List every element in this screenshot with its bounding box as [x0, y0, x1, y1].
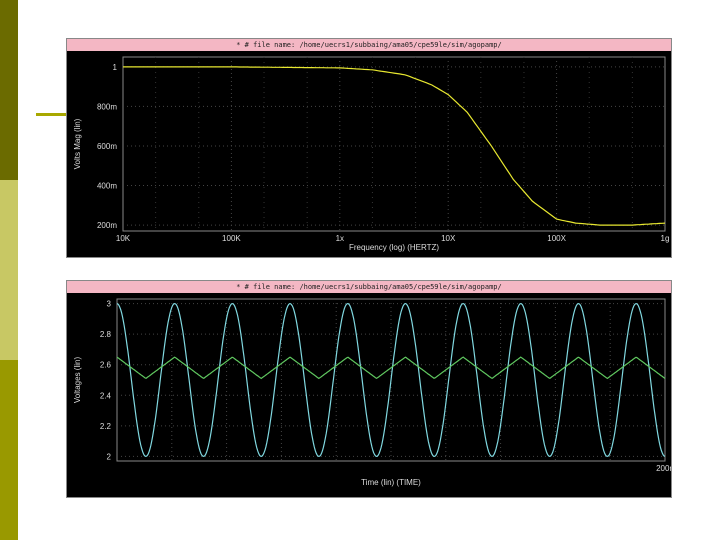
y-axis-label: Volts Mag (lin)	[73, 118, 82, 169]
sidebar-band-light	[0, 180, 18, 360]
y-tick-label: 2	[107, 452, 112, 461]
x-tick-label: 1g	[661, 234, 670, 243]
y-tick-label: 800m	[97, 102, 117, 111]
time-plot-header: * # file name: /home/uecrs1/subbaing/ama…	[67, 281, 671, 293]
frequency-plot-header: * # file name: /home/uecrs1/subbaing/ama…	[67, 39, 671, 51]
x-tick-label: 200n	[656, 464, 671, 473]
series-line-0-0	[123, 66, 666, 226]
x-axis-label: Time (lin) (TIME)	[361, 478, 421, 487]
x-tick-label: 10K	[116, 234, 131, 243]
series-line-1-1	[116, 356, 666, 380]
frequency-plot-svg: 1 800m 600m 400m 200m 10K 100K 1x 10X 100X 1g Frequ…	[73, 56, 670, 252]
series-line-1-0	[116, 302, 666, 458]
y-tick-label: 3	[107, 300, 112, 309]
x-tick-label: 1x	[336, 234, 344, 243]
y-tick-label: 200m	[97, 221, 117, 230]
y-tick-label: 1	[113, 63, 118, 72]
accent-line	[36, 113, 68, 116]
time-plot-panel: * # file name: /home/uecrs1/subbaing/ama…	[66, 280, 672, 498]
time-plot-svg: 3 2.8 2.6 2.4 2.2 2 200n Time (lin) (TIME) Volta…	[73, 298, 671, 487]
sidebar-band-olive	[0, 360, 18, 540]
y-axis-label: Voltages (lin)	[73, 357, 82, 404]
frequency-plot-panel: * # file name: /home/uecrs1/subbaing/ama…	[66, 38, 672, 258]
x-axis-label: Frequency (log) (HERTZ)	[349, 243, 439, 252]
sidebar-band-dark	[0, 0, 18, 180]
y-tick-label: 2.6	[100, 361, 112, 370]
y-tick-label: 2.8	[100, 330, 112, 339]
y-tick-label: 2.4	[100, 391, 112, 400]
plot-frame-0	[122, 56, 666, 232]
y-tick-label: 600m	[97, 142, 117, 151]
y-tick-label: 400m	[97, 182, 117, 191]
x-tick-label: 100K	[222, 234, 241, 243]
x-tick-label: 10X	[441, 234, 456, 243]
y-tick-label: 2.2	[100, 422, 112, 431]
x-tick-label: 100X	[547, 234, 566, 243]
